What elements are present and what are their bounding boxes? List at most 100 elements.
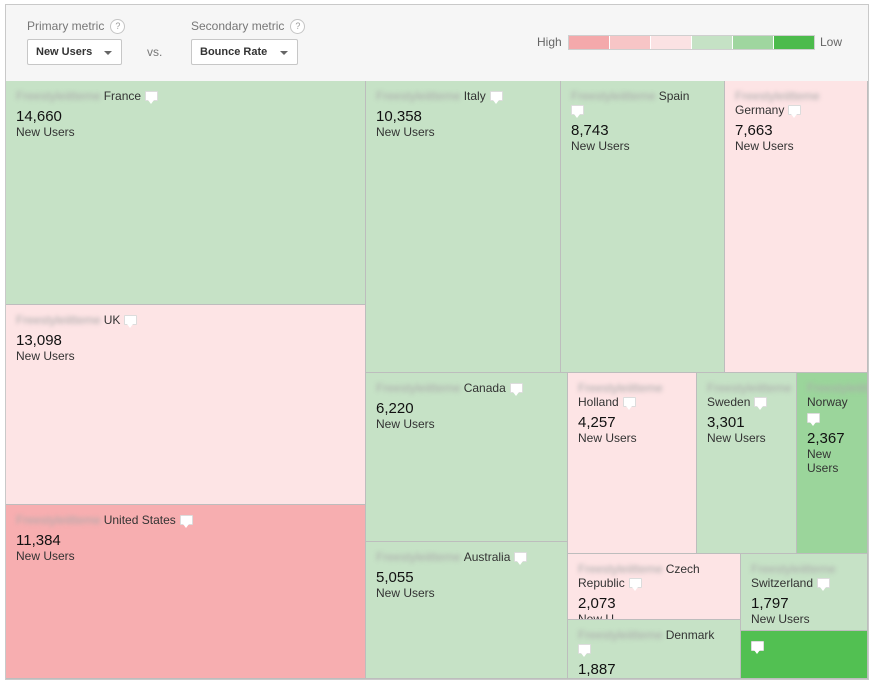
comment-icon[interactable] <box>817 578 831 591</box>
chevron-down-icon <box>280 51 288 55</box>
cell-title-line2: Switzerland <box>751 576 857 591</box>
legend-swatch <box>651 36 692 49</box>
treemap-cell-germany[interactable]: Freestyleiitteme Germany 7,663 New Users <box>725 81 868 373</box>
blurred-prefix: Freestyleiitteme <box>807 381 867 395</box>
comment-icon[interactable] <box>514 552 528 565</box>
cell-value: 5,055 <box>376 569 414 586</box>
cell-title: Freestyleiitteme <box>707 381 792 395</box>
cell-title: Freestyleiitteme Australia <box>376 550 557 565</box>
treemap-cell-canada[interactable]: Freestyleiitteme Canada 6,220 New Users <box>366 373 568 542</box>
cell-value: 3,301 <box>707 414 745 431</box>
secondary-metric-dropdown[interactable]: Bounce Rate <box>191 39 298 65</box>
secondary-help-icon[interactable]: ? <box>290 19 306 34</box>
treemap-cell-norway[interactable]: Freestyleiitteme Norway 2,367 New Users <box>797 373 868 554</box>
treemap-cell-switzerland[interactable]: Freestyleiitteme Switzerland 1,797 New U… <box>741 554 868 631</box>
comment-icon[interactable] <box>571 105 584 118</box>
blurred-prefix: Freestyleiitteme <box>376 89 461 103</box>
primary-help-icon[interactable]: ? <box>110 19 126 34</box>
comment-icon[interactable] <box>807 413 820 426</box>
cell-title: Freestyleiitteme Italy <box>376 89 550 104</box>
treemap-cell-australia[interactable]: Freestyleiitteme Australia 5,055 New User… <box>366 542 568 679</box>
cell-unit: New Users <box>578 431 637 445</box>
comment-icon[interactable] <box>124 315 138 328</box>
secondary-metric-label: Secondary metric? <box>191 19 306 34</box>
cell-unit: New Users <box>16 125 75 139</box>
legend-swatch <box>774 36 814 49</box>
cell-value: 2,073 <box>578 595 616 612</box>
legend-swatch <box>692 36 733 49</box>
blurred-prefix: Freestyleiitteme <box>571 89 656 103</box>
cell-unit: New Users <box>751 612 810 626</box>
comment-icon[interactable] <box>754 397 768 410</box>
comment-icon[interactable] <box>578 644 591 657</box>
blurred-prefix: Freestyleiitteme <box>578 562 663 576</box>
legend-high-label: High <box>537 35 562 49</box>
chevron-down-icon <box>104 51 112 55</box>
cell-title-line2: Sweden <box>707 395 786 410</box>
cell-unit: New U <box>578 612 615 620</box>
controls-bar: Primary metric? New Users vs. Secondary … <box>6 5 868 82</box>
blurred-prefix: Freestyleiitteme <box>16 89 101 103</box>
cell-value: 6,220 <box>376 400 414 417</box>
comment-icon[interactable] <box>788 105 802 118</box>
blurred-prefix: Freestyleiitteme <box>16 313 101 327</box>
treemap-cell-holland[interactable]: Freestyleiitteme Holland 4,257 New Users <box>568 373 697 554</box>
cell-title-line2: Republic <box>578 576 730 591</box>
cell-title-icon-row <box>578 642 730 657</box>
comment-icon[interactable] <box>509 383 523 396</box>
primary-metric-dropdown[interactable]: New Users <box>27 39 122 65</box>
cell-title: Freestyleiitteme <box>735 89 857 103</box>
treemap-cell-denmark[interactable]: Freestyleiitteme Denmark 1,887 <box>568 620 741 679</box>
treemap-cell-france[interactable]: Freestyleiitteme France 14,660 New Users <box>6 81 366 305</box>
blurred-prefix: Freestyleiitteme <box>376 381 461 395</box>
cell-unit-line2: Users <box>807 461 839 475</box>
cell-title: Freestyleiitteme <box>751 562 857 576</box>
cell-title: Freestyleiitteme France <box>16 89 355 104</box>
cell-value: 2,367 <box>807 430 845 447</box>
primary-metric-label: Primary metric? <box>27 19 126 34</box>
cell-unit: New Users <box>735 139 794 153</box>
cell-title: Freestyleiitteme Canada <box>376 381 557 396</box>
treemap-widget: Primary metric? New Users vs. Secondary … <box>5 4 869 680</box>
blurred-prefix: Freestyleiitteme <box>735 89 820 103</box>
comment-icon[interactable] <box>622 397 636 410</box>
cell-title-icon-row <box>571 103 714 118</box>
cell-title: Freestyleiitteme Denmark <box>578 628 715 642</box>
cell-title-line2: Holland <box>578 395 686 410</box>
cell-title: Freestyleiitteme Spain <box>571 89 690 103</box>
cell-unit: New Users <box>376 586 435 600</box>
legend-swatch <box>610 36 651 49</box>
treemap-cell-sweden[interactable]: Freestyleiitteme Sweden 3,301 New Users <box>697 373 797 554</box>
comment-icon[interactable] <box>489 91 503 104</box>
treemap-cell-uk[interactable]: Freestyleiitteme UK 13,098 New Users <box>6 305 366 505</box>
cell-unit: New Users <box>571 139 630 153</box>
cell-value: 7,663 <box>735 122 773 139</box>
blurred-prefix: Freestyleiitteme <box>578 381 663 395</box>
cell-unit: New Users <box>16 349 75 363</box>
comment-icon[interactable] <box>145 91 159 104</box>
vs-label: vs. <box>147 45 163 59</box>
comment-icon[interactable] <box>179 515 193 528</box>
blurred-prefix: Freestyleiitteme <box>16 513 101 527</box>
cell-unit: New Users <box>707 431 766 445</box>
blurred-prefix: Freestyleiitteme <box>578 628 663 642</box>
cell-title-icon-row <box>807 411 857 426</box>
blurred-prefix: Freestyleiitteme <box>376 550 461 564</box>
treemap-cell-unlabeled[interactable] <box>741 631 868 679</box>
secondary-metric-value: Bounce Rate <box>200 46 268 58</box>
comment-icon[interactable] <box>628 578 642 591</box>
treemap-cell-italy[interactable]: Freestyleiitteme Italy 10,358 New Users <box>366 81 561 373</box>
treemap-cell-czech-republic[interactable]: Freestyleiitteme Czech Republic 2,073 New… <box>568 554 741 620</box>
comment-icon[interactable] <box>751 641 764 654</box>
primary-metric-value: New Users <box>36 46 93 58</box>
treemap-cell-spain[interactable]: Freestyleiitteme Spain 8,743 New Users <box>561 81 725 373</box>
cell-value: 8,743 <box>571 122 609 139</box>
treemap: Freestyleiitteme France 14,660 New Users … <box>6 81 868 679</box>
cell-value: 13,098 <box>16 332 62 349</box>
blurred-prefix: Freestyleiitteme <box>707 381 792 395</box>
cell-value: 1,887 <box>578 661 616 678</box>
cell-title-line2: Norway <box>807 395 848 409</box>
cell-unit: New Users <box>376 125 435 139</box>
treemap-cell-united-states[interactable]: Freestyleiitteme United States 11,384 New… <box>6 505 366 679</box>
cell-title: Freestyleiitteme UK <box>16 313 355 328</box>
